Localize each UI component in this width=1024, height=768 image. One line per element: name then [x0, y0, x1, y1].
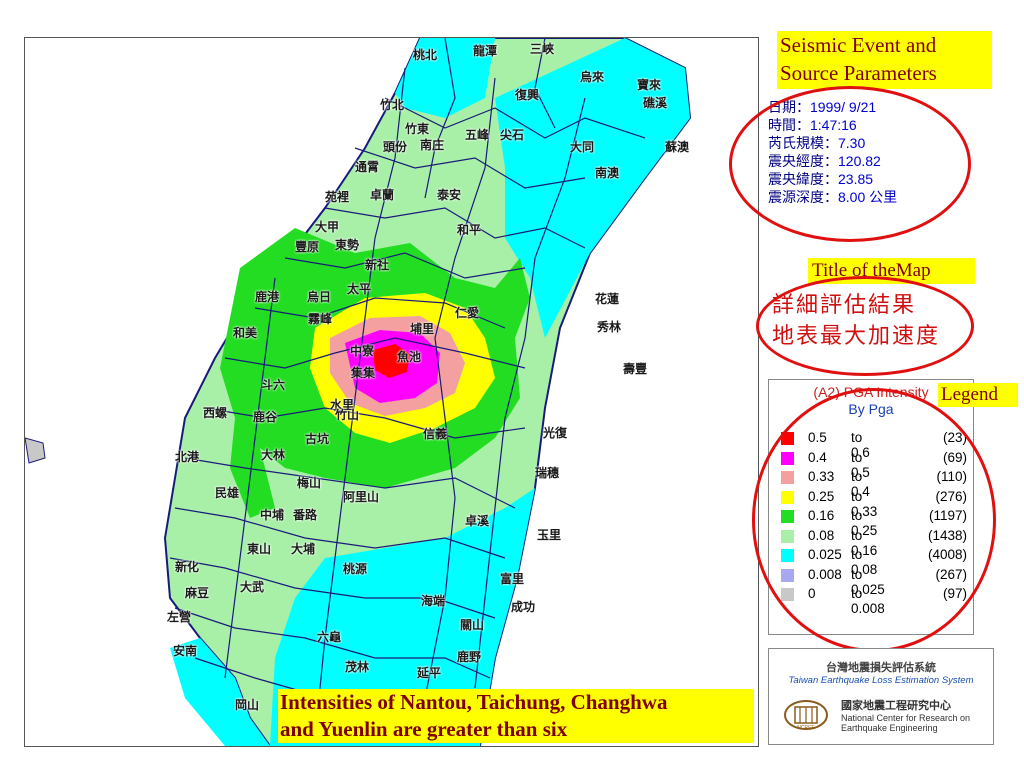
map-label: 大林: [261, 448, 286, 462]
map-label: 安南: [173, 644, 198, 658]
map-label: 玉里: [537, 528, 562, 542]
map-label: 和美: [233, 326, 258, 340]
svg-text:NCREE: NCREE: [797, 725, 815, 731]
map-label: 復興: [515, 88, 540, 102]
map-label: 竹北: [380, 98, 405, 112]
map-label: 烏日: [307, 290, 332, 304]
map-label: 鹿野: [457, 650, 482, 664]
ncree-emblem-icon: NCREE: [784, 700, 828, 731]
map-label: 泰安: [437, 188, 462, 202]
map-label: 岡山: [235, 698, 260, 712]
map-label: 仁愛: [455, 306, 480, 320]
legend-highlight-ellipse: [752, 388, 996, 652]
map-label: 三峽: [530, 42, 555, 56]
map-label: 桃源: [343, 562, 368, 576]
cyan-zone-south: [270, 488, 535, 746]
pga-intensity-map[interactable]: 桃北 龍潭 三峽 烏來 寶來 礁溪 竹北 竹東 復興 五峰 尖石 大同 蘇澳 頭…: [24, 37, 759, 747]
map-label: 卓溪: [465, 514, 490, 528]
institution-name-en: National Center for Research on Earthqua…: [841, 713, 971, 733]
institution-logo-panel: 台灣地震損失評估系統 Taiwan Earthquake Loss Estima…: [768, 648, 994, 745]
system-name-cn: 台灣地震損失評估系統: [826, 661, 936, 674]
map-label: 寶來: [637, 78, 662, 92]
map-label: 左營: [167, 610, 192, 624]
map-label: 埔里: [410, 322, 435, 336]
map-label: 壽豐: [623, 362, 648, 376]
map-label: 和平: [457, 223, 482, 237]
map-label: 桃北: [413, 48, 438, 62]
map-label: 大武: [240, 580, 265, 594]
intensity-note-line2: and Yuenlin are greater than six: [280, 717, 568, 741]
map-label: 東山: [247, 542, 272, 556]
map-label: 礁溪: [643, 96, 668, 110]
map-label: 梅山: [297, 476, 322, 490]
map-label: 光復: [543, 426, 568, 440]
map-label: 成功: [511, 600, 536, 614]
map-label: 中寮: [350, 344, 375, 358]
map-label: 古坑: [305, 432, 330, 446]
map-label: 東勢: [335, 238, 360, 252]
cyan-zone-east: [495, 38, 690, 338]
map-label: 民雄: [215, 486, 240, 500]
map-label: 鹿谷: [253, 410, 278, 424]
map-label: 中埔: [260, 508, 285, 522]
map-label: 烏來: [580, 70, 605, 84]
intensity-note: Intensities of Nantou, Taichung, Changhw…: [278, 689, 754, 743]
cyan-zone-southwest: [170, 638, 270, 746]
red-zone: [373, 344, 410, 378]
map-label: 關山: [460, 618, 485, 632]
map-label: 卓蘭: [370, 188, 395, 202]
map-label: 尖石: [500, 128, 525, 142]
map-label: 富里: [500, 572, 525, 586]
map-label: 番路: [293, 508, 318, 522]
map-label: 苑裡: [325, 190, 350, 204]
map-label: 斗六: [261, 378, 286, 392]
map-label: 茂林: [345, 660, 370, 674]
map-label: 海端: [421, 594, 446, 608]
map-label: 蘇澳: [665, 140, 690, 154]
map-label: 通霄: [355, 160, 380, 174]
map-label: 竹東: [405, 122, 430, 136]
map-label: 麻豆: [185, 586, 210, 600]
intensity-note-line1: Intensities of Nantou, Taichung, Changhw…: [280, 690, 668, 714]
cyan-zone-north: [395, 38, 495, 118]
params-highlight-ellipse: [729, 86, 971, 242]
map-label: 秀林: [597, 320, 622, 334]
map-label: 新化: [175, 560, 200, 574]
map-label: 瑞穗: [535, 466, 560, 480]
map-label: 西螺: [203, 406, 228, 420]
map-label: 大甲: [315, 220, 340, 234]
map-label: 大同: [570, 140, 595, 154]
map-label: 南澳: [595, 166, 620, 180]
map-label: 竹山: [335, 408, 360, 422]
map-label: 集集: [351, 366, 376, 380]
map-label: 太平: [347, 282, 372, 296]
map-label: 鹿港: [255, 290, 280, 304]
map-label: 南庄: [420, 138, 445, 152]
map-label: 魚池: [397, 350, 422, 364]
map-label: 六龜: [317, 630, 342, 644]
title-highlight-ellipse: [756, 276, 974, 376]
map-label: 五峰: [465, 128, 490, 142]
map-label: 水里: [330, 398, 355, 412]
map-label: 大埔: [291, 542, 316, 556]
map-label: 延平: [417, 666, 442, 680]
map-label: 霧峰: [308, 312, 333, 326]
map-label: 新社: [365, 258, 390, 272]
map-label: 龍潭: [473, 44, 498, 58]
map-label: 花蓮: [595, 292, 620, 306]
gray-islet: [25, 437, 46, 464]
map-label: 頭份: [383, 140, 408, 154]
legend-heading: Legend: [938, 383, 1018, 407]
seismic-params-heading: Seismic Event and Source Parameters: [777, 31, 992, 89]
map-label: 信義: [423, 427, 448, 441]
system-name-en: Taiwan Earthquake Loss Estimation System: [788, 675, 974, 686]
map-label: 北港: [175, 450, 200, 464]
taiwan-map-canvas: [25, 38, 692, 746]
map-label: 阿里山: [343, 490, 380, 504]
map-label: 豐原: [295, 240, 320, 254]
institution-name-cn: 國家地震工程研究中心: [841, 699, 951, 712]
